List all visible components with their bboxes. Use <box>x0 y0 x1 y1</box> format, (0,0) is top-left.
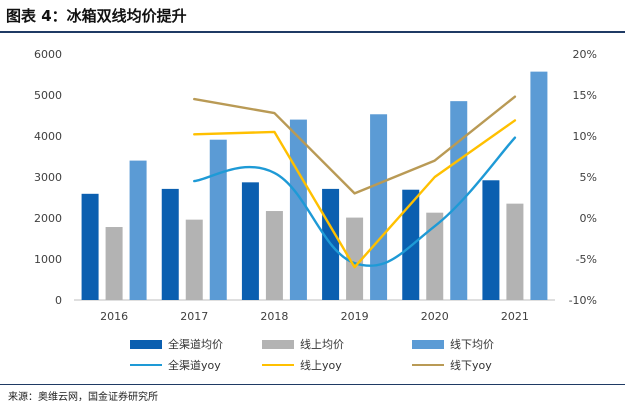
bar <box>185 219 203 300</box>
y-left-tick-label: 4000 <box>34 130 62 143</box>
y-left-tick-label: 2000 <box>34 212 62 225</box>
y-left-tick-label: 1000 <box>34 253 62 266</box>
y-right-tick-label: 15% <box>573 89 597 102</box>
bar <box>426 212 444 300</box>
bar <box>346 217 364 300</box>
series-line <box>193 119 517 269</box>
series-line <box>193 136 517 268</box>
bar <box>161 188 179 300</box>
y-right-tick-label: 10% <box>573 130 597 143</box>
footer-divider <box>0 384 625 385</box>
bar <box>450 101 468 301</box>
x-tick-label: 2017 <box>180 310 208 323</box>
bar <box>289 119 307 300</box>
y-left-tick-label: 5000 <box>34 89 62 102</box>
bar <box>129 160 147 300</box>
bar <box>265 211 283 300</box>
bar <box>105 227 123 300</box>
y-right-tick-label: -5% <box>576 253 597 266</box>
x-tick-label: 2021 <box>501 310 529 323</box>
bar <box>81 193 99 300</box>
x-tick-label: 2020 <box>421 310 449 323</box>
y-right-tick-label: 5% <box>580 171 597 184</box>
bar <box>370 114 388 301</box>
bar <box>482 180 500 300</box>
title-divider <box>0 31 625 33</box>
y-left-tick-label: 6000 <box>34 48 62 61</box>
x-tick-label: 2019 <box>341 310 369 323</box>
source-note: 来源：奥维云网，国金证券研究所 <box>8 392 158 403</box>
x-tick-label: 2018 <box>260 310 288 323</box>
x-tick-label: 2016 <box>100 310 128 323</box>
chart-title: 图表 4：冰箱双线均价提升 <box>6 7 187 25</box>
bar <box>209 139 227 300</box>
series-line <box>193 95 517 195</box>
y-left-tick-label: 3000 <box>34 171 62 184</box>
bar <box>506 203 524 300</box>
y-right-tick-label: -10% <box>569 294 597 307</box>
bar <box>241 182 259 300</box>
y-right-tick-label: 0% <box>580 212 597 225</box>
y-right-tick-label: 20% <box>573 48 597 61</box>
bar <box>530 71 548 300</box>
y-left-tick-label: 0 <box>55 294 62 307</box>
